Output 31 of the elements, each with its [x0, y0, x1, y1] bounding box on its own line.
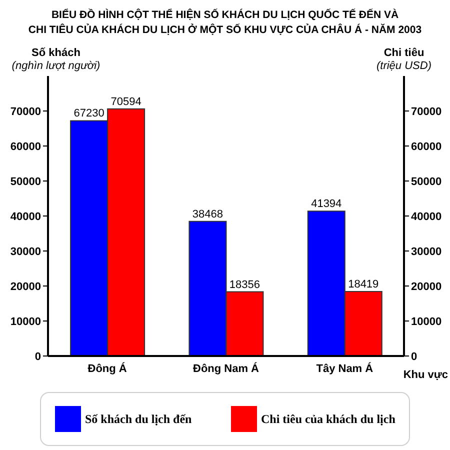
x-tick-label: Tây Nam Á	[316, 362, 374, 375]
legend-label: Số khách du lịch đến	[85, 412, 193, 426]
y-axis-title: Số khách (nghìn lượt người)	[12, 47, 101, 72]
data-label: 70594	[110, 96, 142, 108]
y-tick-label: 40000	[10, 210, 41, 223]
data-label: 38468	[192, 208, 224, 220]
y2-tick-label: 50000	[411, 176, 442, 188]
y2-tick-label: 40000	[411, 210, 442, 223]
data-label: 41394	[311, 198, 342, 210]
chart-title: BIỂU ĐỒ HÌNH CỘT THỂ HIỆN SỐ KHÁCH DU LỊCH QUỐC TẾ ĐẾN VÀ CHI TIÊU CỦA KHÁCH DU LỊCH Ở MỘT SỐ KHU VỰC CỦA CHÂU Á - NĂM 2003	[27, 8, 423, 38]
data-label: 18419	[348, 278, 379, 291]
y2-tick-label: 20000	[411, 280, 442, 293]
y2-tick-label: 10000	[411, 316, 442, 328]
y-tick-label: 70000	[10, 106, 41, 118]
y-tick-label: 20000	[10, 280, 41, 293]
y2-tick-label: 60000	[411, 140, 442, 153]
x-tick-label: Đông Á	[88, 362, 127, 375]
data-label: 67230	[74, 108, 104, 120]
y-tick-label: 60000	[10, 140, 41, 153]
y2-tick-label: 30000	[411, 246, 442, 258]
y-tick-label: 10000	[10, 316, 41, 328]
y-tick-label: 50000	[10, 176, 41, 188]
y2-axis-title: Chi tiêu (triệu USD)	[376, 47, 432, 72]
y2-tick-label: 70000	[411, 106, 442, 118]
y-tick-label: 0	[34, 350, 41, 363]
x-axis-title: Khu vực	[403, 369, 448, 381]
legend-label: Chi tiêu của khách du lịch	[261, 412, 396, 426]
y-tick-label: 30000	[10, 246, 41, 258]
x-tick-label: Đông Nam Á	[193, 362, 260, 375]
y2-tick-label: 0	[411, 350, 418, 363]
data-label: 18356	[229, 278, 260, 291]
